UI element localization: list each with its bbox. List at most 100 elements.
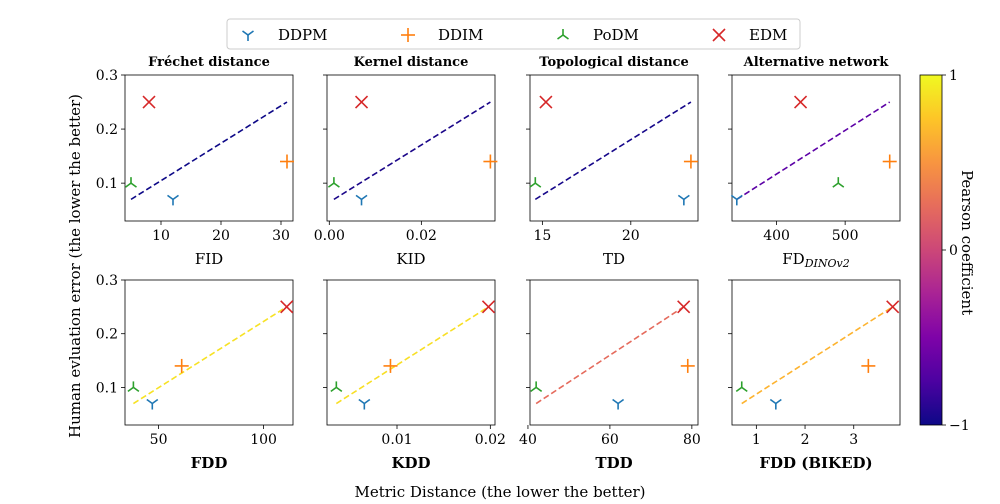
x-tick-label: 20 xyxy=(622,228,640,244)
panel-1: Fréchet distance 10 20 30 0.1 0.2 0.3 FID xyxy=(96,55,294,268)
point-ddpm xyxy=(167,194,179,206)
axes-frame xyxy=(731,74,901,222)
y-tick-label: 0.2 xyxy=(96,327,118,343)
point-ddpm xyxy=(355,194,368,206)
y-tick-label: 0.1 xyxy=(96,176,118,192)
legend-frame xyxy=(226,18,801,50)
fit-line xyxy=(736,101,891,201)
x-tick-label: 2 xyxy=(801,432,810,448)
point-ddim xyxy=(683,154,698,169)
point-ddpm xyxy=(358,398,371,410)
point-podm xyxy=(735,381,748,393)
point-edm xyxy=(677,300,691,314)
axes-frame xyxy=(529,74,699,222)
point-ddpm xyxy=(677,194,690,206)
point-ddpm xyxy=(730,194,743,206)
x-tick-label: 0.02 xyxy=(406,228,437,244)
point-ddim xyxy=(383,358,398,373)
point-ddim xyxy=(680,358,695,373)
point-podm xyxy=(832,177,845,188)
axes-frame xyxy=(731,279,901,426)
x-tick-label: 1 xyxy=(752,432,761,448)
legend-marker-edm xyxy=(712,28,726,42)
y-tick-label: 0.2 xyxy=(96,122,118,138)
legend-label-ddpm: DDPM xyxy=(278,26,328,44)
point-podm xyxy=(327,177,340,188)
legend-label-edm: EDM xyxy=(749,26,787,44)
point-ddim xyxy=(861,358,876,373)
legend-marker-ddim xyxy=(401,28,415,42)
figure-xlabel: Metric Distance (the lower the better) xyxy=(354,483,645,500)
panel-2: Kernel distance 0.00 0.02 KID xyxy=(314,55,498,268)
axes-frame xyxy=(124,74,294,222)
panel-3: Topological distance 15 20 TD xyxy=(526,55,699,268)
x-tick-label: 15 xyxy=(533,228,551,244)
x-tick-label: 10 xyxy=(152,228,170,244)
panel-6: 0.01 0.02 KDD xyxy=(323,279,506,472)
x-axis-label: KID xyxy=(396,250,425,268)
point-edm xyxy=(539,95,553,109)
fit-line xyxy=(132,306,288,405)
colorbar-gradient xyxy=(919,74,943,426)
figure-ylabel: Human evluation error (the lower the bet… xyxy=(66,94,84,438)
x-tick-label: 0.00 xyxy=(314,228,345,244)
point-ddpm xyxy=(612,398,625,410)
x-tick-label: 100 xyxy=(250,432,277,448)
panel-title: Alternative network xyxy=(743,55,890,70)
axes-frame xyxy=(326,279,496,426)
legend-marker-ddpm xyxy=(242,30,254,41)
panel-title: Kernel distance xyxy=(354,55,469,70)
x-tick-label: 80 xyxy=(683,432,701,448)
fit-line xyxy=(333,101,491,201)
x-tick-label: 50 xyxy=(150,432,168,448)
fit-line xyxy=(535,306,685,405)
x-tick-label: 3 xyxy=(849,432,858,448)
panel-7: 40 60 80 TDD xyxy=(519,279,701,472)
panel-5: 50 100 0.1 0.2 0.3 FDD xyxy=(96,273,294,472)
x-axis-label: TDD xyxy=(595,454,632,472)
panel-8: 1 2 3 FDD (BIKED) xyxy=(728,279,901,472)
point-edm xyxy=(481,300,496,314)
point-edm xyxy=(794,95,808,109)
axes-frame xyxy=(326,74,496,222)
x-axis-label: KDD xyxy=(391,454,430,472)
x-tick-label: 0.02 xyxy=(475,432,506,448)
point-ddpm xyxy=(146,398,159,410)
x-tick-label: 30 xyxy=(272,228,290,244)
point-ddpm xyxy=(769,398,782,410)
y-tick-label: 0.1 xyxy=(96,380,118,396)
point-edm xyxy=(280,300,294,314)
colorbar: 1 0 −1 Pearson coefficient xyxy=(919,68,976,434)
x-axis-label: TD xyxy=(603,250,625,268)
legend-marker-podm xyxy=(557,29,569,40)
colorbar-label: Pearson coefficient xyxy=(958,170,976,315)
point-edm xyxy=(354,95,369,109)
x-axis-label: FID xyxy=(195,250,223,268)
x-tick-label: 0.01 xyxy=(381,432,412,448)
point-ddim xyxy=(483,154,498,169)
panel-title: Topological distance xyxy=(539,55,688,70)
point-podm xyxy=(125,177,137,188)
x-axis-label: FDD (BIKED) xyxy=(759,454,872,472)
x-tick-label: 60 xyxy=(601,432,619,448)
axes-frame xyxy=(124,279,294,426)
x-tick-label: 400 xyxy=(763,228,790,244)
fit-line xyxy=(335,306,489,405)
point-podm xyxy=(330,381,343,393)
y-tick-label: 0.3 xyxy=(96,273,118,289)
point-ddim xyxy=(882,154,897,169)
point-ddim xyxy=(174,358,189,373)
x-tick-label: 20 xyxy=(212,228,230,244)
colorbar-tick-label: 0 xyxy=(949,243,958,259)
fit-line xyxy=(534,101,692,201)
point-podm xyxy=(529,177,542,188)
colorbar-tick-label: −1 xyxy=(949,418,970,434)
panel-4: Alternative network 400 500 FDDINOv2 xyxy=(728,55,901,270)
point-podm xyxy=(127,381,140,393)
fit-line xyxy=(741,306,894,405)
legend-label-podm: PoDM xyxy=(593,26,639,44)
y-tick-label: 0.3 xyxy=(96,68,118,84)
point-edm xyxy=(142,95,156,109)
point-ddim xyxy=(280,154,294,169)
